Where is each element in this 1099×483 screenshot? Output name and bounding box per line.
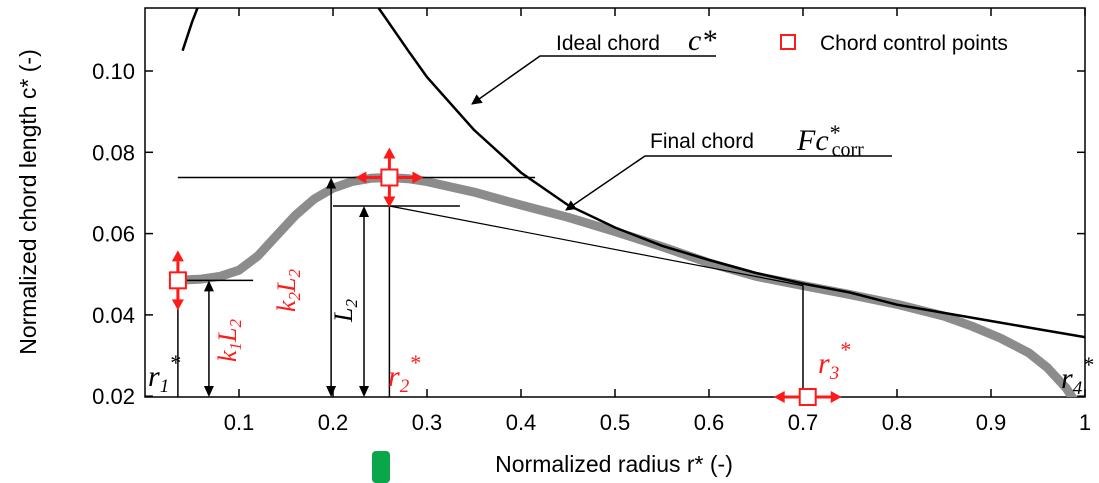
- series-linear-chord: [389, 205, 804, 287]
- dim-arrow-k2L2: [326, 177, 337, 397]
- x-tick-label: 0.5: [600, 410, 631, 435]
- x-tick-label: 0.9: [976, 410, 1007, 435]
- label-r4: r4*: [1061, 352, 1093, 399]
- dim-arrow-k1L2: [203, 280, 214, 397]
- label-L2: L2: [329, 299, 361, 323]
- control-point-r1[interactable]: [168, 250, 187, 311]
- leader-ideal-chord: [471, 55, 716, 105]
- label-final-chord: Final chord: [650, 130, 754, 153]
- y-tick-label: 0.10: [92, 59, 135, 84]
- x-tick-label: 0.2: [318, 410, 349, 435]
- x-tick-label: 0.7: [788, 410, 819, 435]
- series-final-chord: [173, 173, 1078, 397]
- label-r2: r2*: [388, 350, 420, 397]
- plot-frame: [144, 7, 1086, 398]
- x-axis-title: Normalized radius r* (-): [495, 451, 733, 477]
- green-marker: [372, 451, 390, 483]
- leader-final-chord: [565, 155, 892, 211]
- x-tick-label: 0.8: [882, 410, 913, 435]
- x-tick-label: 0.4: [506, 410, 537, 435]
- label-r3: r3*: [818, 337, 850, 384]
- legend-marker: [780, 34, 796, 50]
- x-tick-label: 0.6: [694, 410, 725, 435]
- y-tick-label: 0.08: [92, 140, 135, 165]
- control-point-r3[interactable]: [773, 388, 842, 406]
- label-k2L2: k2L2: [272, 268, 304, 312]
- control-point-r2[interactable]: [355, 147, 424, 208]
- y-tick-label: 0.02: [92, 384, 135, 409]
- legend-label: Chord control points: [820, 32, 1008, 55]
- y-tick-label: 0.04: [92, 303, 135, 328]
- label-ideal-chord: Ideal chord: [556, 32, 660, 55]
- y-tick-label: 0.06: [92, 222, 135, 247]
- label-final-chord-symbol: Fc* corr: [796, 120, 864, 161]
- dim-arrow-L2: [359, 205, 370, 397]
- x-tick-label: 0.3: [412, 410, 443, 435]
- y-axis-title: Normalized chord length c* (-): [15, 49, 41, 355]
- x-tick-label: 0.1: [224, 410, 255, 435]
- label-r1: r1*: [148, 350, 180, 397]
- label-k1L2: k1L2: [213, 318, 245, 362]
- legend: Chord control points: [780, 32, 1008, 55]
- series-ideal-chord: [181, 8, 1085, 339]
- x-tick-label: 1: [1079, 410, 1091, 435]
- label-ideal-chord-symbol: c*: [688, 24, 716, 57]
